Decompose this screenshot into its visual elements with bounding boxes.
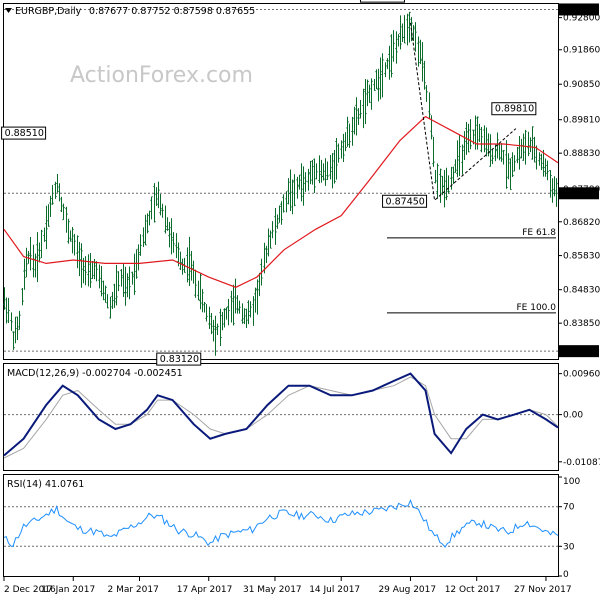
price-ytick-label: 0.86820 [563,218,600,228]
x-tick-label: 12 Oct 2017 [445,585,501,595]
x-tick-label: 31 May 2017 [243,585,302,595]
macd-line [3,372,559,457]
annotation-box [491,102,537,116]
rsi-line [3,498,559,548]
x-tick-label: 27 Nov 2017 [514,585,572,595]
fib-level-label: FE 100.0 [517,303,557,313]
x-tick-label: 17 Jan 2017 [41,585,95,595]
rsi-ytick-label: 70 [563,503,575,513]
macd-ytick-label: -0.010873 [563,458,600,468]
macd-signal-line [3,376,559,459]
x-tick-label: 14 Jul 2017 [309,585,360,595]
price-level-label: 0.83030 [561,347,598,357]
rsi-ytick-label: 100 [563,477,580,487]
price-ytick-label: 0.83850 [563,319,600,329]
price-panel-frame [3,3,559,360]
price-ytick-label: 0.90850 [563,80,600,90]
dropdown-triangle-icon[interactable] [5,8,12,13]
price-ytick-label: 0.91860 [563,46,600,56]
annotation-label: 0.88510 [5,128,44,139]
trend-dashed-line [409,22,517,202]
annotation-label: 0.93050 [363,0,402,2]
price-level-label: 0.93040 [561,5,598,15]
macd-title: MACD(12,26,9) -0.002704 -0.002451 [7,368,183,379]
price-ytick-label: 0.89810 [563,116,600,126]
price-ytick-label: 0.85830 [563,252,600,262]
annotation-box [359,0,405,3]
price-level-tag [559,3,599,16]
x-tick-label: 2 Dec 2016 [4,585,56,595]
annotation-box [382,194,428,208]
moving-average-line [3,115,559,288]
macd-panel-frame [3,363,559,471]
x-tick-label: 17 Apr 2017 [177,585,233,595]
rsi-ytick-label: 30 [563,542,575,552]
price-level-tag [559,345,599,358]
rsi-panel-frame [3,474,559,577]
macd-ytick-label: 0.00 [563,411,583,421]
price-ytick-label: 0.88830 [563,149,600,159]
rsi-ytick-label: 0 [563,570,569,580]
price-level-label: 0.87655 [561,189,598,199]
price-ytick-label: 0.84830 [563,286,600,296]
x-tick-label: 29 Aug 2017 [378,585,436,595]
price-ytick-label: 0.92800 [563,14,600,24]
annotation-label: 0.89810 [495,104,534,115]
macd-ytick-label: 0.009604 [563,370,600,380]
rsi-layer: 100 70 30 0 [3,476,580,580]
chart-ohlc: 0.87677 0.87752 0.87598 0.87655 [89,6,255,17]
x-tick-label: 2 Mar 2017 [107,585,158,595]
fib-level-label: FE 61.8 [522,228,556,238]
ohlc-bars [3,11,558,356]
annotation-label: 0.83120 [160,354,199,365]
annotation-box [1,126,47,140]
annotation-label: 0.87450 [386,196,425,207]
price-layer: 0.928000.918600.908500.898100.888300.877… [1,0,600,366]
annotation-box [156,352,202,366]
chart-symbol: EURGBP,Daily [15,6,82,17]
macd-layer: 0.009604 0.00 -0.010873 [3,370,600,468]
rsi-title: RSI(14) 41.0761 [7,479,84,490]
watermark: ActionForex.com [70,63,253,88]
price-level-tag [559,187,599,200]
